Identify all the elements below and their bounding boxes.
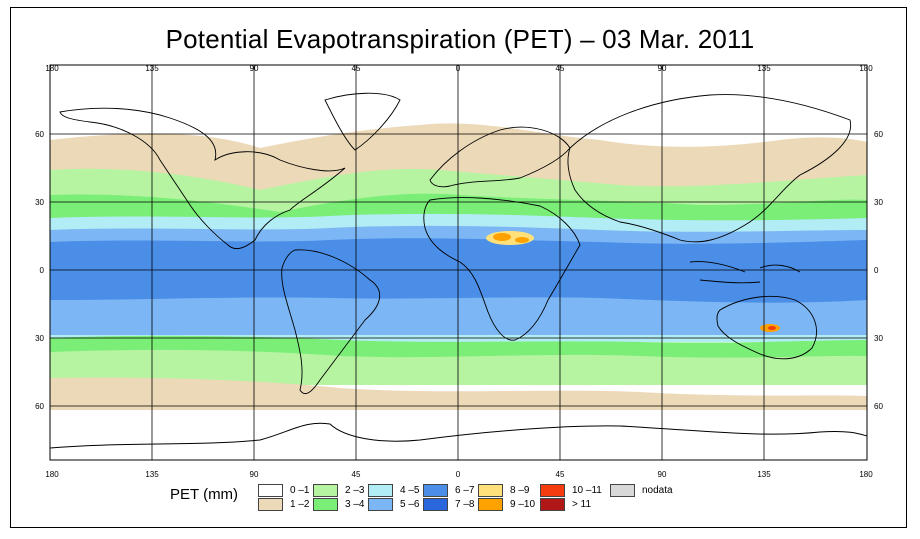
lat-label: 0 <box>874 266 879 275</box>
lon-label: 90 <box>658 470 667 479</box>
legend-swatch <box>258 484 283 497</box>
legend-swatch <box>540 484 565 497</box>
legend-swatch <box>423 484 448 497</box>
legend-item-label: 5 –6 <box>400 499 420 510</box>
legend-item-label: 1 –2 <box>290 499 310 510</box>
legend-item-label: 4 –5 <box>400 485 420 496</box>
lat-labels-right: 60 30 0 30 60 <box>874 130 883 411</box>
pet-hotspot-sahara <box>486 231 534 245</box>
legend-item-label: > 11 <box>572 499 591 510</box>
coastline-south-america <box>281 249 380 394</box>
coastline-greenland <box>324 92 401 151</box>
coastlines <box>59 92 852 394</box>
lat-label: 60 <box>874 402 883 411</box>
legend-item-label: 7 –8 <box>455 499 475 510</box>
lon-label: 45 <box>556 64 565 73</box>
lon-label: 90 <box>250 470 259 479</box>
coastline-europe <box>429 126 571 188</box>
legend-swatch <box>423 498 448 511</box>
legend-item-label: 2 –3 <box>345 485 365 496</box>
lon-label: 0 <box>456 64 461 73</box>
lon-label: 45 <box>352 64 361 73</box>
lon-labels-bottom: 180 135 90 45 0 45 90 135 180 <box>45 470 873 479</box>
lat-label: 30 <box>35 334 44 343</box>
graticule <box>50 65 867 460</box>
lon-label: 180 <box>45 470 59 479</box>
coastline-australia <box>716 295 817 360</box>
lon-label: 45 <box>352 470 361 479</box>
legend-item-label: nodata <box>642 485 673 496</box>
coastline-asia <box>567 94 852 243</box>
lat-label: 60 <box>35 402 44 411</box>
pet-band-tropic-6-7 <box>50 238 867 303</box>
lat-labels-left: 60 30 0 30 60 <box>35 130 44 411</box>
legend-swatch <box>540 498 565 511</box>
legend-swatch <box>313 498 338 511</box>
lon-label: 180 <box>859 64 873 73</box>
legend-item-label: 10 –11 <box>572 485 602 496</box>
coastline-africa <box>423 197 581 341</box>
lon-label: 0 <box>456 470 461 479</box>
lon-label: 180 <box>859 470 873 479</box>
legend-item-label: 9 –10 <box>510 499 536 510</box>
lon-label: 45 <box>556 470 565 479</box>
legend-item-label: 3 –4 <box>345 499 365 510</box>
legend-swatch <box>478 498 503 511</box>
lat-label: 60 <box>35 130 44 139</box>
pet-hotspot-australia <box>760 324 780 332</box>
lon-label: 135 <box>757 64 771 73</box>
map-border <box>49 64 868 461</box>
lon-label: 135 <box>145 470 159 479</box>
lon-labels-top: 180 135 90 45 0 45 90 135 180 <box>45 64 873 73</box>
legend-item-label: 6 –7 <box>455 485 475 496</box>
lon-label: 135 <box>757 470 771 479</box>
coastline-antarctica <box>50 422 867 449</box>
legend-title: PET (mm) <box>170 486 239 503</box>
pet-field <box>50 65 867 460</box>
lat-label: 0 <box>40 266 45 275</box>
legend-swatch <box>313 484 338 497</box>
legend-swatch <box>258 498 283 511</box>
lat-label: 60 <box>874 130 883 139</box>
lat-label: 30 <box>874 198 883 207</box>
lon-label: 135 <box>145 64 159 73</box>
legend-swatch <box>610 484 635 497</box>
legend-swatch <box>368 484 393 497</box>
lat-label: 30 <box>35 198 44 207</box>
legend-swatch <box>478 484 503 497</box>
lon-label: 90 <box>658 64 667 73</box>
lon-label: 90 <box>250 64 259 73</box>
lat-label: 30 <box>874 334 883 343</box>
lon-label: 180 <box>45 64 59 73</box>
coastline-north-america <box>59 107 346 250</box>
legend-item-label: 0 –1 <box>290 485 310 496</box>
legend-item-label: 8 –9 <box>510 485 530 496</box>
legend-swatch <box>368 498 393 511</box>
map-title: Potential Evapotranspiration (PET) – 03 … <box>165 24 755 54</box>
